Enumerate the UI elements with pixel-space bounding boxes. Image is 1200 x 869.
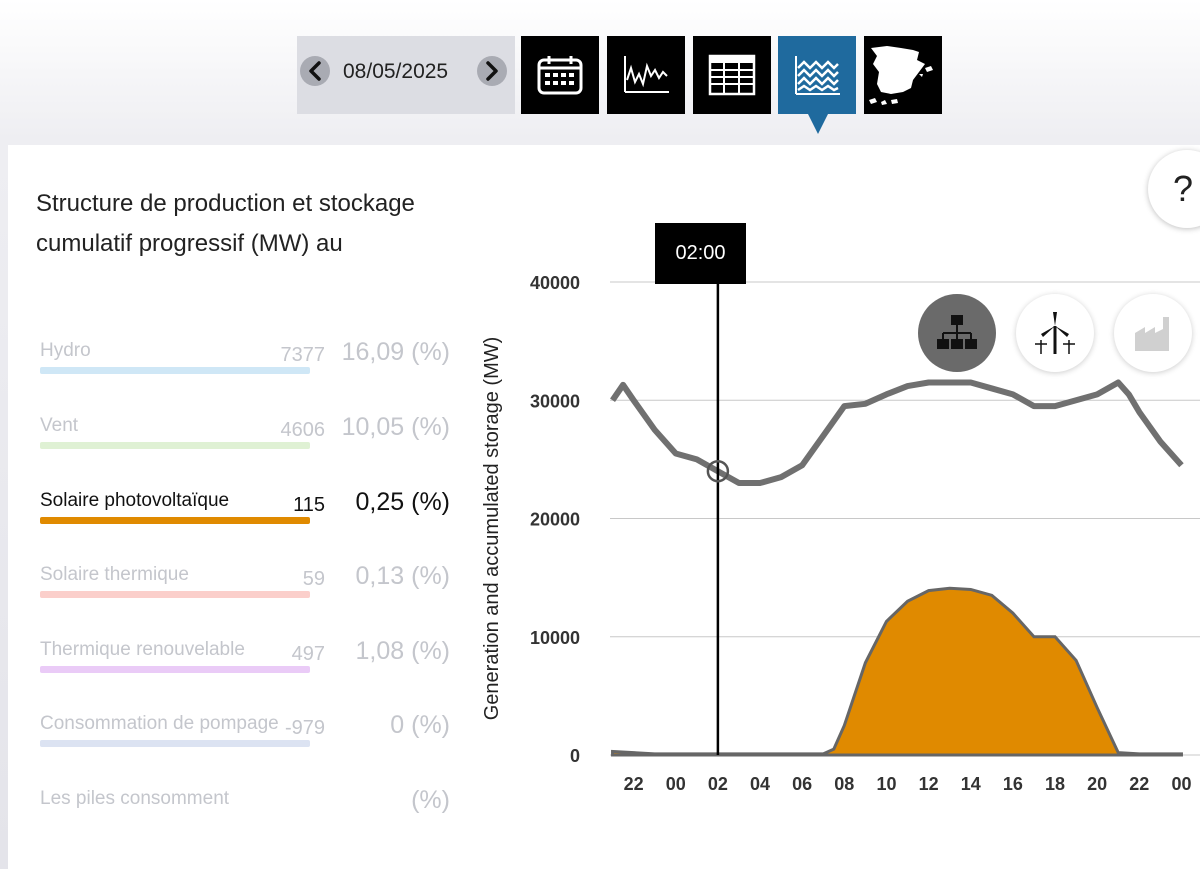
- cursor-time-label: 02:00: [655, 223, 746, 284]
- legend-percent: 0,25 (%): [355, 488, 450, 516]
- x-tick-label: 20: [1087, 774, 1107, 794]
- legend-percent: 16,09 (%): [341, 338, 450, 366]
- line-chart-icon: [624, 56, 669, 93]
- legend-label: Consommation de pompage: [40, 713, 279, 734]
- legend-percent: 1,08 (%): [355, 637, 450, 665]
- y-tick-label: 10000: [530, 628, 580, 648]
- chevron-left-icon: [309, 61, 321, 81]
- x-tick-label: 14: [961, 774, 981, 794]
- calendar-icon: [537, 56, 583, 95]
- production-chart[interactable]: 0 10000 20000 30000 40000 Generation and accu…: [470, 210, 1200, 810]
- chevron-right-icon: [486, 61, 498, 81]
- factory-icon: [1135, 317, 1169, 351]
- legend-item-consommation-de-pompage[interactable]: Consommation de pompage -979 0 (%): [40, 711, 460, 763]
- x-tick-label: 02: [708, 774, 728, 794]
- legend-item-solaire-photovoltaique[interactable]: Solaire photovoltaïque 115 0,25 (%): [40, 488, 460, 540]
- x-tick-label: 22: [1129, 774, 1149, 794]
- legend-label: Solaire thermique: [40, 564, 189, 585]
- legend-value: -979: [284, 717, 325, 739]
- legend-label: Solaire photovoltaïque: [40, 490, 230, 511]
- legend-item-thermique-renouvelable[interactable]: Thermique renouvelable 497 1,08 (%): [40, 637, 460, 689]
- y-tick-label: 20000: [530, 510, 580, 530]
- network-hierarchy-icon: [937, 315, 977, 349]
- y-tick-label: 30000: [530, 391, 580, 411]
- legend-value: 7377: [280, 344, 326, 366]
- legend-percent: 0 (%): [390, 711, 450, 739]
- legend-bar: [40, 442, 310, 449]
- legend-percent: (%): [411, 786, 450, 814]
- x-tick-label: 18: [1045, 774, 1065, 794]
- x-tick-label: 04: [750, 774, 770, 794]
- legend-label: Thermique renouvelable: [40, 639, 245, 660]
- legend-item-les-piles-consomment[interactable]: Les piles consomment (%): [40, 786, 460, 838]
- map-button[interactable]: [864, 36, 942, 114]
- factory-view-button[interactable]: [1114, 294, 1192, 372]
- spain-map-icon: [869, 46, 933, 105]
- next-date-button[interactable]: [477, 56, 507, 86]
- x-tick-label: 16: [1003, 774, 1023, 794]
- legend-label: Hydro: [40, 340, 91, 361]
- legend-label: Vent: [40, 415, 79, 436]
- network-view-button[interactable]: [918, 294, 996, 372]
- table-button[interactable]: [693, 36, 771, 114]
- legend-percent: 10,05 (%): [341, 413, 450, 441]
- legend-percent: 0,13 (%): [355, 562, 450, 590]
- legend-value: 115: [293, 494, 325, 516]
- legend-item-solaire-thermique[interactable]: Solaire thermique 59 0,13 (%): [40, 562, 460, 614]
- active-view-pointer: [808, 114, 828, 134]
- solar-pv-area: [611, 586, 1183, 757]
- x-tick-label: 10: [876, 774, 896, 794]
- panel-title: Structure de production et stockage cumu…: [36, 190, 415, 257]
- help-button[interactable]: ?: [1148, 150, 1200, 228]
- legend-item-vent[interactable]: Vent 4606 10,05 (%): [40, 413, 460, 465]
- legend-bar: [40, 666, 310, 673]
- calendar-button[interactable]: [521, 36, 599, 114]
- wind-view-button[interactable]: [1016, 294, 1094, 372]
- date-selector: 08/05/2025: [297, 36, 515, 114]
- legend-bar: [40, 517, 310, 524]
- legend-item-hydro[interactable]: Hydro 7377 16,09 (%): [40, 338, 460, 390]
- total-generation-line: [610, 379, 1184, 487]
- cursor-marker: [706, 459, 730, 483]
- date-label[interactable]: 08/05/2025: [343, 60, 449, 83]
- x-tick-label: 00: [666, 774, 686, 794]
- x-tick-label: 06: [792, 774, 812, 794]
- x-tick-label: 22: [624, 774, 644, 794]
- x-tick-label: 08: [834, 774, 854, 794]
- previous-date-button[interactable]: [300, 56, 330, 86]
- table-icon: [708, 54, 756, 96]
- legend-value: 59: [302, 568, 325, 590]
- legend-bar: [40, 740, 310, 747]
- x-tick-label: 12: [919, 774, 939, 794]
- stacked-area-button[interactable]: [778, 36, 856, 114]
- legend-bar: [40, 367, 310, 374]
- line-chart-button[interactable]: [607, 36, 685, 114]
- stacked-area-icon: [795, 56, 840, 95]
- legend-value: 497: [291, 643, 325, 665]
- legend-label: Les piles consomment: [40, 788, 230, 809]
- legend-bar: [40, 591, 310, 598]
- y-axis-label: Generation and accumulated storage (MW): [481, 337, 503, 721]
- wind-turbine-icon: [1035, 312, 1075, 354]
- y-tick-label: 40000: [530, 273, 580, 293]
- legend-value: 4606: [280, 419, 326, 441]
- x-tick-label: 00: [1171, 774, 1191, 794]
- y-tick-label: 0: [570, 746, 580, 766]
